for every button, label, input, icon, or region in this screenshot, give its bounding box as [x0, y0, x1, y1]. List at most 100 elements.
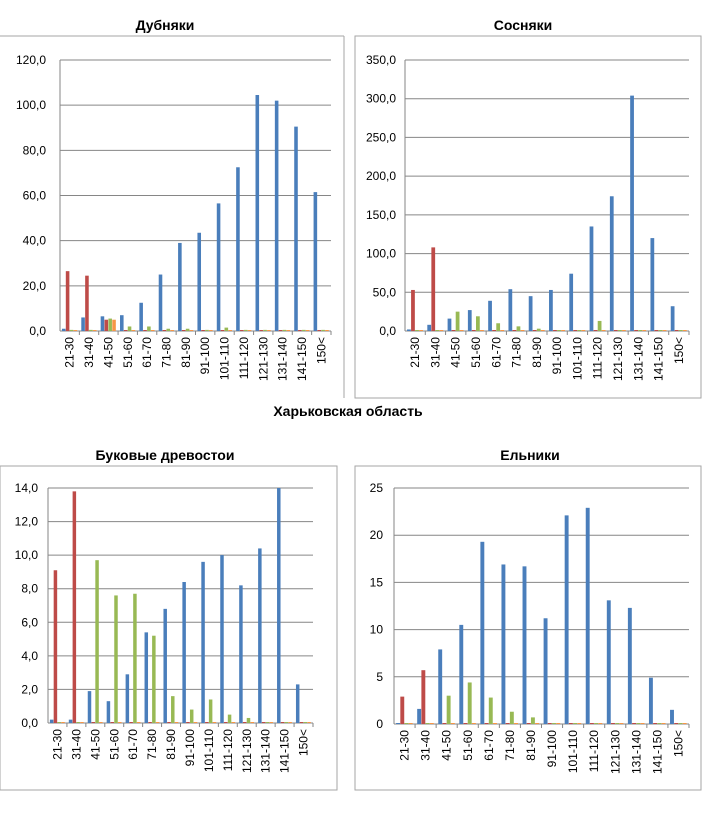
bar — [284, 722, 289, 723]
bar — [419, 330, 423, 331]
y-tick-label: 80,0 — [23, 143, 47, 157]
y-tick-label: 2,0 — [21, 682, 38, 696]
bar — [125, 674, 130, 723]
x-tick-label: 121-130 — [256, 337, 270, 381]
bar — [636, 723, 641, 724]
bar — [540, 330, 545, 331]
bar — [220, 330, 225, 331]
y-tick-label: 100,0 — [366, 247, 396, 261]
bar — [678, 723, 683, 724]
x-tick-label: 101-110 — [218, 337, 232, 380]
bar — [471, 723, 476, 724]
x-tick-label: 21-30 — [398, 730, 412, 761]
bar — [150, 330, 155, 331]
bar — [265, 722, 270, 723]
bar — [303, 722, 308, 723]
bar — [648, 677, 653, 724]
y-tick-label: 0,0 — [29, 324, 46, 338]
bar — [512, 330, 517, 331]
x-tick-label: 61-70 — [126, 729, 140, 760]
x-tick-label: 111-120 — [221, 729, 235, 772]
bar — [658, 330, 663, 331]
x-tick-label: 150< — [672, 337, 686, 364]
bar — [564, 515, 569, 724]
bar — [216, 203, 221, 331]
bar — [427, 324, 432, 331]
bar — [263, 329, 267, 331]
x-tick-label: 101-110 — [202, 729, 216, 772]
bar — [186, 722, 190, 723]
bar — [148, 722, 152, 723]
bar — [480, 330, 484, 331]
x-tick-label: 81-90 — [179, 337, 193, 368]
bar — [593, 330, 598, 331]
chart-frame — [0, 465, 338, 791]
bar — [613, 330, 618, 331]
bar — [435, 330, 440, 331]
bar — [606, 600, 611, 724]
bar — [129, 722, 133, 723]
bar — [295, 684, 300, 723]
y-tick-label: 25 — [370, 481, 384, 495]
bar — [305, 330, 310, 331]
bar — [282, 329, 287, 331]
bar — [236, 167, 240, 331]
y-tick-label: 0,0 — [21, 716, 38, 730]
bar — [653, 723, 658, 724]
bar — [247, 330, 252, 331]
bar — [69, 329, 74, 331]
bar — [404, 723, 409, 724]
bar — [108, 318, 112, 331]
x-tick-label: 141-150 — [652, 337, 666, 381]
bar — [508, 289, 513, 331]
bar — [147, 326, 151, 331]
bar — [167, 722, 171, 723]
bar — [556, 723, 561, 724]
x-tick-label: 141-150 — [650, 730, 664, 774]
bar — [657, 723, 662, 724]
bar — [317, 330, 322, 331]
bar — [557, 330, 561, 331]
bar — [642, 330, 647, 331]
y-tick-label: 10,0 — [15, 548, 39, 562]
x-tick-label: 51-60 — [461, 730, 475, 761]
bar — [618, 330, 622, 331]
bar — [496, 323, 501, 331]
x-tick-label: 111-120 — [587, 730, 601, 773]
bar — [68, 719, 73, 723]
bar — [99, 722, 103, 723]
bar — [670, 709, 674, 724]
bar — [298, 330, 302, 331]
x-tick-label: 141-150 — [295, 337, 309, 381]
bar — [522, 566, 527, 724]
bar — [674, 723, 679, 724]
bar — [598, 723, 603, 724]
bar — [573, 330, 578, 331]
x-tick-label: 41-50 — [101, 337, 115, 368]
bar — [536, 328, 541, 331]
bar — [278, 330, 283, 331]
bar — [49, 719, 54, 723]
bar — [152, 635, 156, 723]
bar — [155, 722, 160, 723]
bar — [552, 723, 556, 724]
chart-title: Сосняки — [494, 17, 553, 33]
x-tick-label: 101-110 — [566, 730, 580, 773]
bar — [662, 330, 667, 331]
region-title: Харьковская область — [273, 403, 423, 419]
bar — [597, 320, 602, 331]
bar — [439, 330, 444, 331]
x-tick-label: 71-80 — [159, 337, 173, 368]
bar — [208, 699, 213, 723]
bar — [301, 329, 306, 331]
bar — [228, 330, 232, 331]
bar — [286, 330, 291, 331]
x-tick-label: 41-50 — [88, 729, 102, 760]
y-tick-label: 60,0 — [23, 189, 47, 203]
bar — [61, 722, 65, 723]
bar — [274, 100, 279, 332]
bar — [622, 330, 626, 331]
bar — [438, 649, 443, 724]
bar — [589, 723, 594, 724]
y-tick-label: 20,0 — [23, 279, 47, 293]
